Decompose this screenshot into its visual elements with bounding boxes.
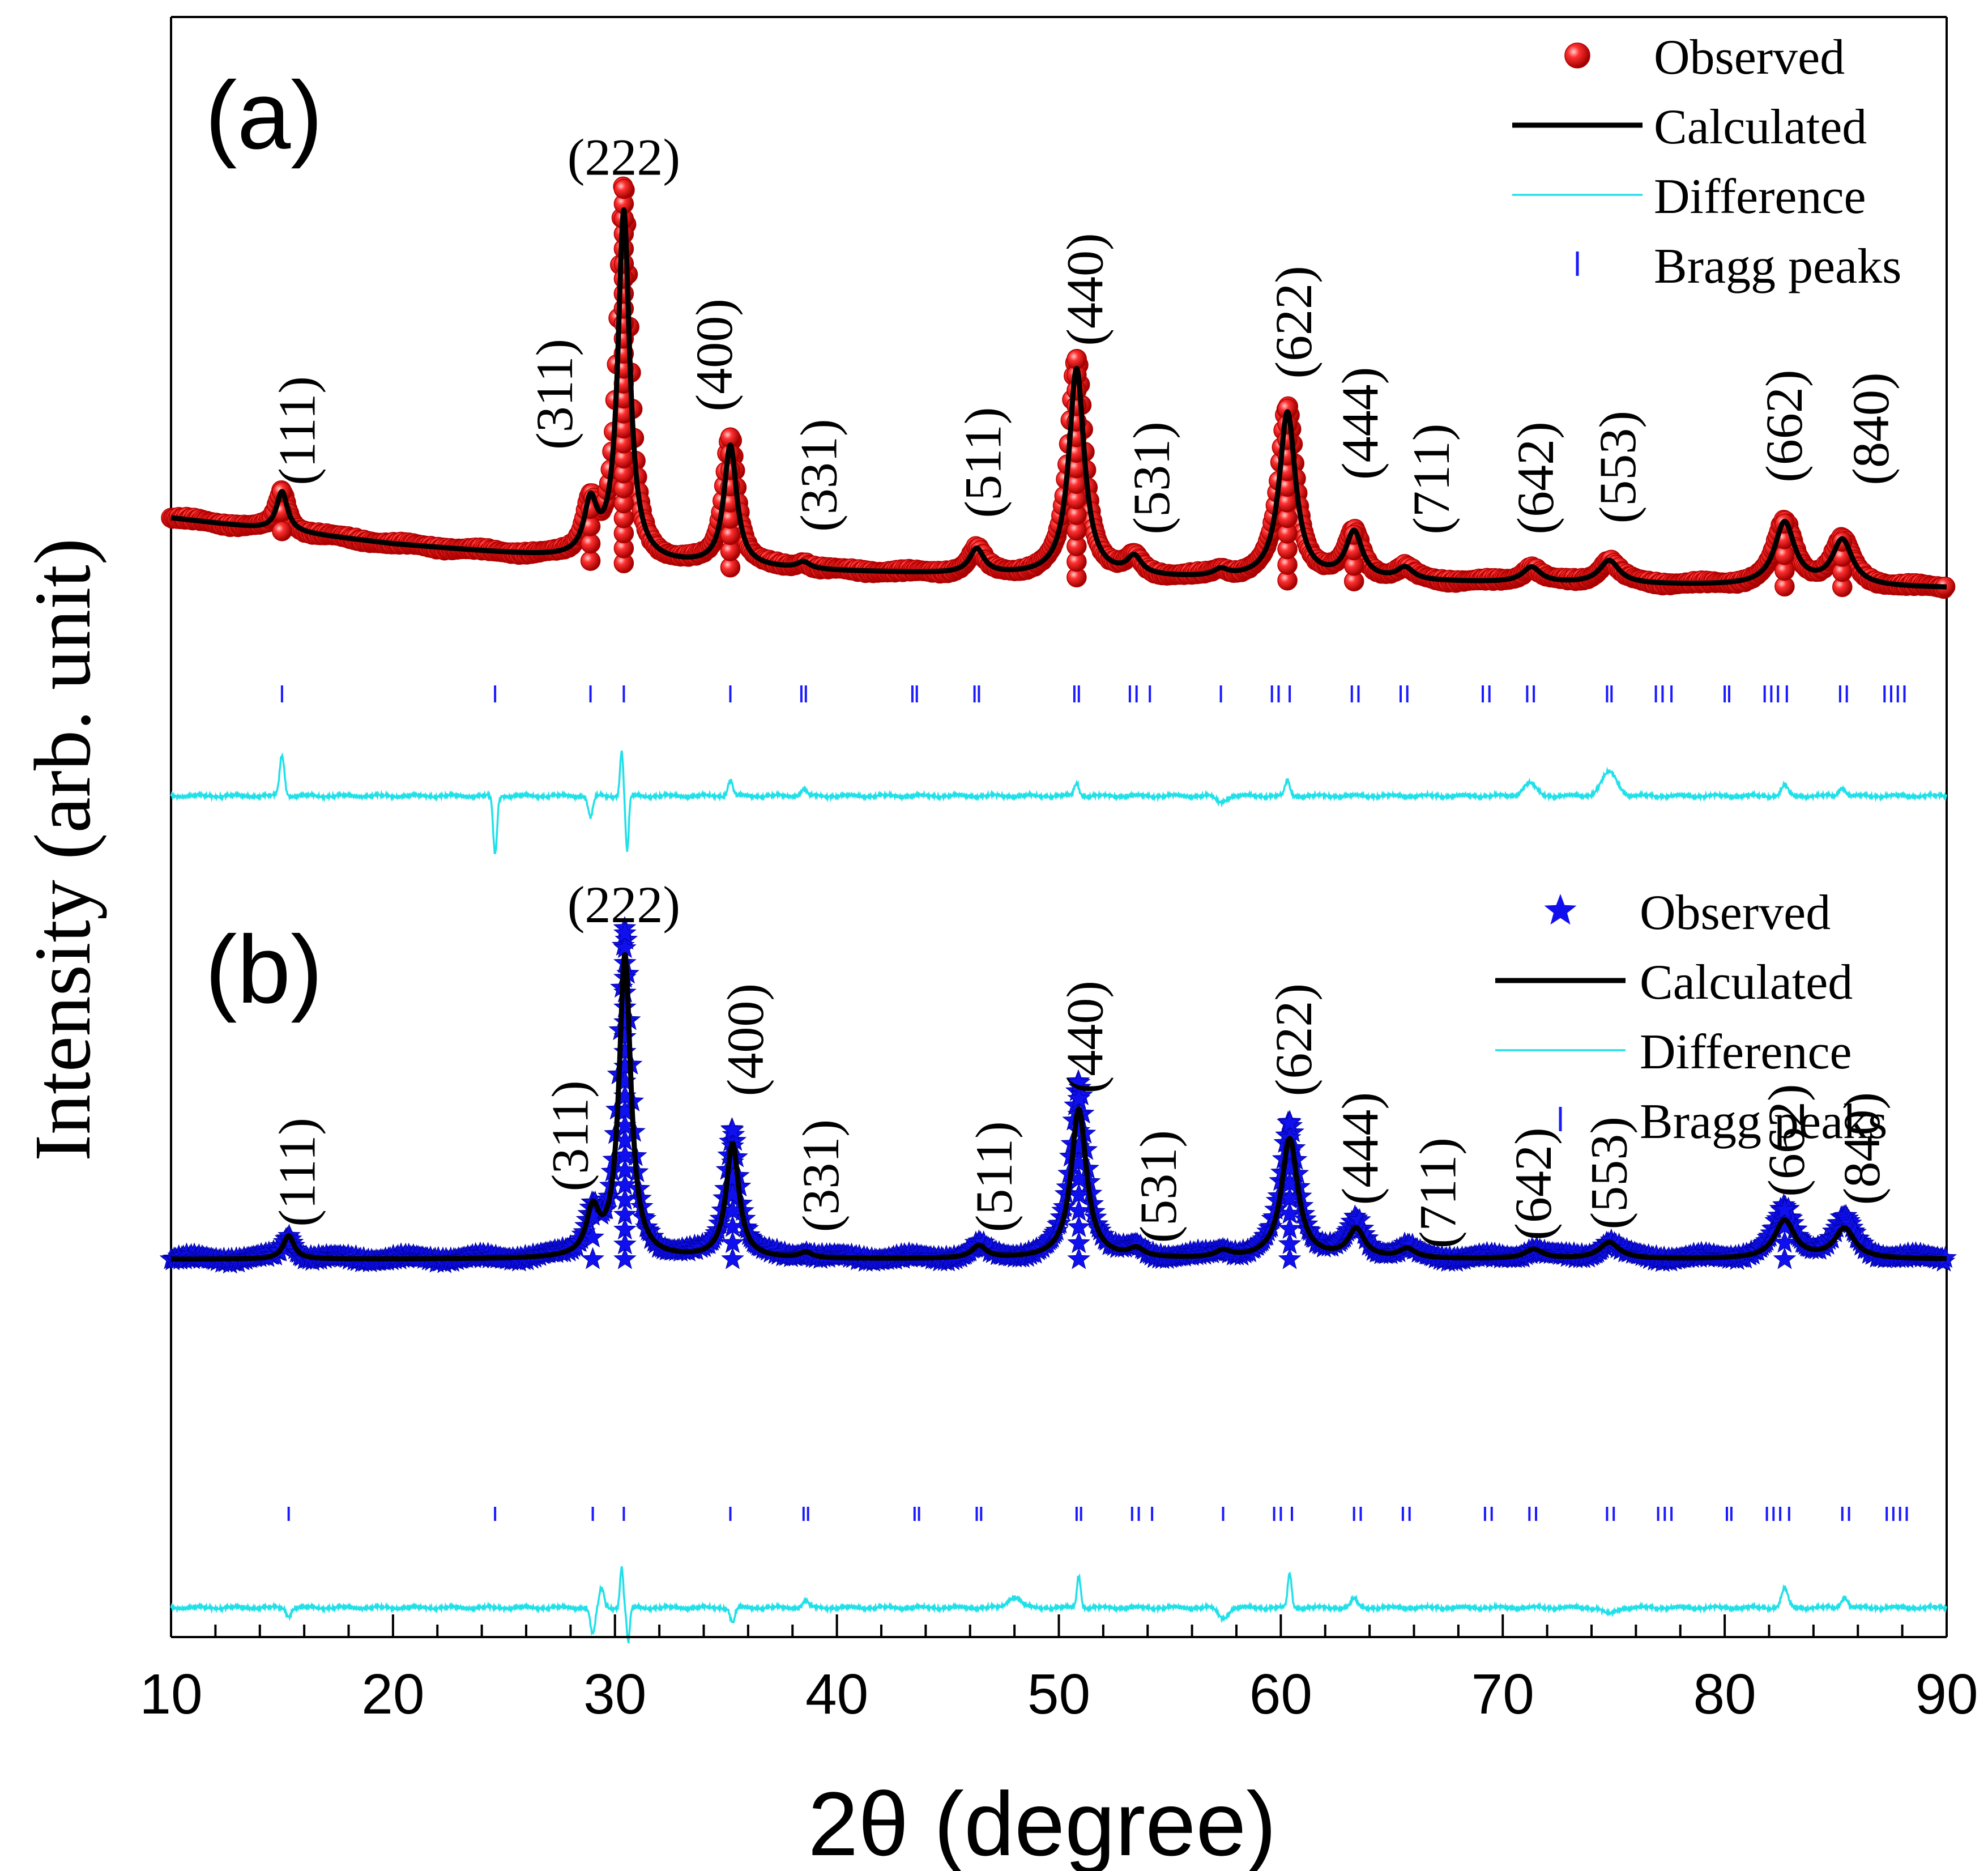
peak-label: (440) [1056,981,1114,1093]
observed-point [613,1247,637,1269]
legend-label: Calculated [1640,955,1853,1010]
legend-label: Observed [1654,30,1845,85]
observed-point [1067,1247,1091,1269]
observed-point [1773,1247,1797,1269]
x-tick-label: 10 [139,1663,202,1726]
legend-label: Difference [1654,169,1866,224]
legend: Observed Calculated Difference Bragg peaks [1495,885,1887,1149]
legend-observed-marker [1564,42,1590,69]
peak-label: (331) [792,1119,850,1232]
peak-label: (400) [685,299,743,411]
legend-observed-marker [1544,894,1577,925]
legend-label: Bragg peaks [1654,239,1901,294]
panel-a: (111) (311) (222) (400) (331) (511) (440) (531)… [161,16,1956,864]
peak-label: (711) [1402,424,1460,535]
peak-label: (711) [1409,1137,1467,1248]
peak-label: (111) [268,1118,326,1226]
peak-label: (511) [965,1121,1023,1232]
x-axis: 10 20 30 40 50 60 70 80 90 [139,1614,1978,1726]
peak-label: (662) [1755,370,1813,483]
panel-b: (111) (311) (222) (400) (331) (511) (440) (531)… [159,864,1957,1643]
peak-label: (331) [790,419,847,531]
legend-label: Bragg peaks [1640,1094,1887,1149]
peak-label: (444) [1332,1092,1389,1205]
bragg-ticks [280,685,1906,702]
observed-point [580,551,601,571]
peak-label: (311) [526,339,583,450]
peak-label: (222) [568,876,680,934]
observed-point [721,1247,744,1269]
x-tick-label: 40 [805,1663,868,1726]
x-tick-label: 30 [583,1663,646,1726]
legend-label: Observed [1640,885,1831,940]
peak-label: (511) [954,407,1012,518]
peak-label: (553) [1580,1116,1637,1229]
x-tick-label: 90 [1915,1663,1978,1726]
x-tick-label: 80 [1693,1663,1756,1726]
peak-label: (622) [1265,983,1323,1096]
peak-label: (444) [1332,367,1389,480]
legend-label: Calculated [1654,100,1867,155]
observed-point [580,533,601,554]
peak-label: (400) [716,983,774,1096]
x-tick-label: 20 [361,1663,424,1726]
bragg-ticks [287,1507,1908,1521]
x-tick-label: 60 [1249,1663,1312,1726]
observed-point [581,1247,604,1269]
peak-label: (840) [1842,372,1900,485]
peak-label: (111) [268,376,326,485]
difference-line [170,750,1947,855]
x-tick-label: 70 [1471,1663,1534,1726]
observed-point [1278,1247,1302,1269]
legend-label: Difference [1640,1025,1852,1080]
panel-label: (b) [205,916,323,1024]
observed-point [272,521,292,542]
panel-label: (a) [205,62,323,169]
peak-label: (531) [1129,1130,1187,1243]
peak-label: (531) [1123,421,1180,534]
peak-label: (222) [568,129,680,186]
peak-label: (553) [1589,411,1646,523]
y-axis-label: Intensity (arb. unit) [18,538,107,1161]
peak-label: (440) [1056,233,1114,346]
legend: Observed Calculated Difference Bragg peaks [1512,30,1901,294]
x-tick-label: 50 [1027,1663,1090,1726]
peak-label: (642) [1507,421,1564,534]
peak-label: (311) [541,1080,599,1191]
peak-label: (642) [1504,1127,1562,1240]
x-axis-label: 2θ (degree) [808,1773,1276,1871]
peak-label: (622) [1265,266,1323,378]
